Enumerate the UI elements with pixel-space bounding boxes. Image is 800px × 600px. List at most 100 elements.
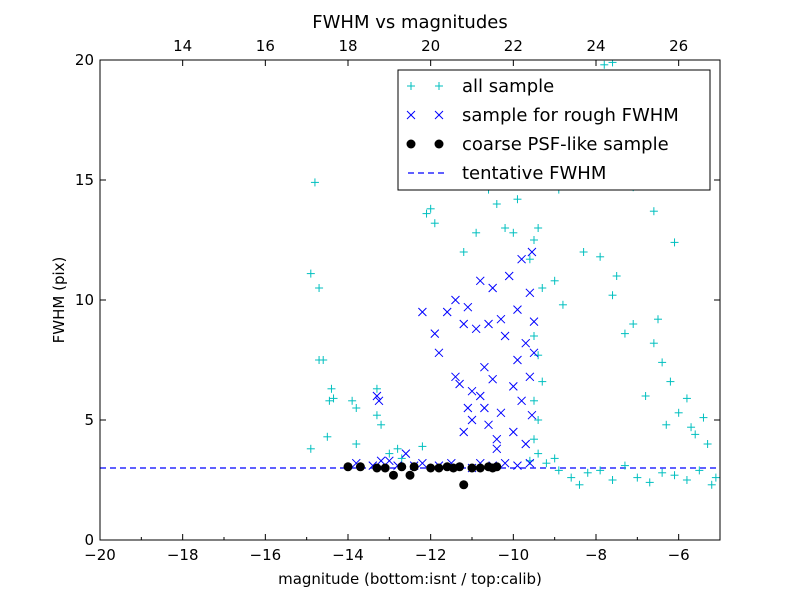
point-x-49-d2 xyxy=(527,410,537,420)
point-x-17 xyxy=(459,319,469,329)
point-x-47 xyxy=(525,372,535,382)
point-circle-14 xyxy=(467,463,477,473)
point-x-39-d2 xyxy=(508,427,518,437)
point-plus-43 xyxy=(670,238,679,247)
point-x-15-d2 xyxy=(451,295,460,305)
point-x-9 xyxy=(418,458,427,468)
point-x-16-d2 xyxy=(455,379,464,389)
legend-label: sample for rough FWHM xyxy=(462,105,679,126)
point-x-58 xyxy=(513,461,522,470)
point-plus-19 xyxy=(418,442,427,451)
point-x-50-d2 xyxy=(529,317,539,326)
point-x-32 xyxy=(492,434,502,444)
point-x-46 xyxy=(525,288,535,298)
point-x-51-d2 xyxy=(529,348,539,358)
point-plus-14 xyxy=(372,411,381,420)
point-x-27 xyxy=(480,403,489,413)
point-plus-59 xyxy=(550,454,559,463)
point-x-38 xyxy=(508,382,518,391)
point-plus-83 xyxy=(703,440,712,448)
point-plus-17 xyxy=(393,444,402,453)
point-x-18 xyxy=(463,302,473,312)
point-plus-8 xyxy=(323,432,332,441)
legend-label: coarse PSF-like sample xyxy=(462,134,669,155)
point-plus-71 xyxy=(682,476,691,484)
point-plus-88 xyxy=(620,329,629,338)
point-plus-67 xyxy=(633,473,642,482)
point-x-26-d2 xyxy=(480,362,489,372)
point-circle-12 xyxy=(455,462,465,472)
point-x-16 xyxy=(455,379,464,389)
y-tick-label: 5 xyxy=(84,411,94,429)
point-circle-2 xyxy=(372,463,382,473)
y-tick-label: 10 xyxy=(75,291,94,309)
point-circle-6 xyxy=(405,470,415,480)
top-tick-label: 20 xyxy=(421,37,440,55)
point-x-29 xyxy=(484,319,493,329)
point-plus-75 xyxy=(641,392,650,400)
point-plus-42 xyxy=(649,207,658,216)
point-x-24 xyxy=(475,276,485,286)
point-plus-11 xyxy=(352,404,361,412)
point-plus-13 xyxy=(372,384,381,393)
point-plus-54 xyxy=(534,416,543,424)
x-tick-label: −12 xyxy=(415,546,447,564)
point-plus-76 xyxy=(649,339,658,348)
point-x-42 xyxy=(517,254,526,264)
point-plus-63 xyxy=(583,468,592,477)
point-plus-87 xyxy=(629,320,638,328)
chart-title: FWHM vs magnitudes xyxy=(312,12,507,33)
point-x-24-d2 xyxy=(475,276,485,286)
point-x-39 xyxy=(508,427,518,437)
point-plus-23 xyxy=(459,248,468,256)
point-circle-15 xyxy=(475,463,485,473)
point-x-33 xyxy=(492,444,502,454)
point-x-40-d2 xyxy=(513,355,522,365)
point-x-45 xyxy=(521,439,531,449)
point-x-30 xyxy=(488,283,498,293)
top-tick-label: 14 xyxy=(173,37,192,55)
point-x-30-d2 xyxy=(488,283,498,293)
point-x-7 xyxy=(401,449,411,458)
point-x-41-d2 xyxy=(513,305,522,314)
legend-marker-plus-a xyxy=(407,82,415,90)
point-x-29-d2 xyxy=(484,319,493,329)
point-plus-6 xyxy=(325,396,334,405)
point-x-44-d2 xyxy=(521,338,531,348)
point-x-48-d2 xyxy=(527,247,537,257)
point-x-22-d2 xyxy=(467,415,477,425)
point-plus-4 xyxy=(319,356,328,364)
point-plus-27 xyxy=(501,224,510,232)
point-plus-62 xyxy=(575,480,584,489)
axes: −20 −18 −16 −14 −12 −10 −8 −6 0 5 10 15 20 14 16 18 20 22… xyxy=(75,37,720,564)
point-plus-51 xyxy=(534,351,543,360)
x-tick-label: −14 xyxy=(332,546,364,564)
point-plus-77 xyxy=(658,358,667,367)
point-plus-69 xyxy=(658,468,667,477)
x-tick-label: −16 xyxy=(250,546,282,564)
point-plus-52 xyxy=(538,377,547,386)
point-x-33-d2 xyxy=(492,444,502,454)
series-circle xyxy=(343,462,502,490)
point-plus-84 xyxy=(687,423,696,432)
point-circle-0 xyxy=(343,462,353,472)
point-x-37-d2 xyxy=(504,271,514,281)
legend-marker-x-b xyxy=(434,110,444,120)
point-plus-82 xyxy=(699,413,708,422)
x-tick-label: −6 xyxy=(668,546,690,564)
point-plus-18 xyxy=(397,454,406,463)
point-plus-28 xyxy=(509,228,518,237)
y-tick-label: 15 xyxy=(75,171,94,189)
point-x-25-d2 xyxy=(475,391,485,401)
point-plus-74 xyxy=(711,473,720,482)
point-x-4 xyxy=(376,456,386,466)
point-plus-38 xyxy=(600,60,609,69)
point-circle-3 xyxy=(380,463,390,473)
legend-marker-x-a xyxy=(406,110,416,120)
x-axis-title: magnitude (bottom:isnt / top:calib) xyxy=(278,570,542,588)
plot-area xyxy=(100,60,720,490)
point-plus-68 xyxy=(645,478,654,487)
point-x-48 xyxy=(527,247,537,257)
legend-marker-x-b-d2 xyxy=(434,110,444,120)
point-plus-89 xyxy=(608,291,617,300)
